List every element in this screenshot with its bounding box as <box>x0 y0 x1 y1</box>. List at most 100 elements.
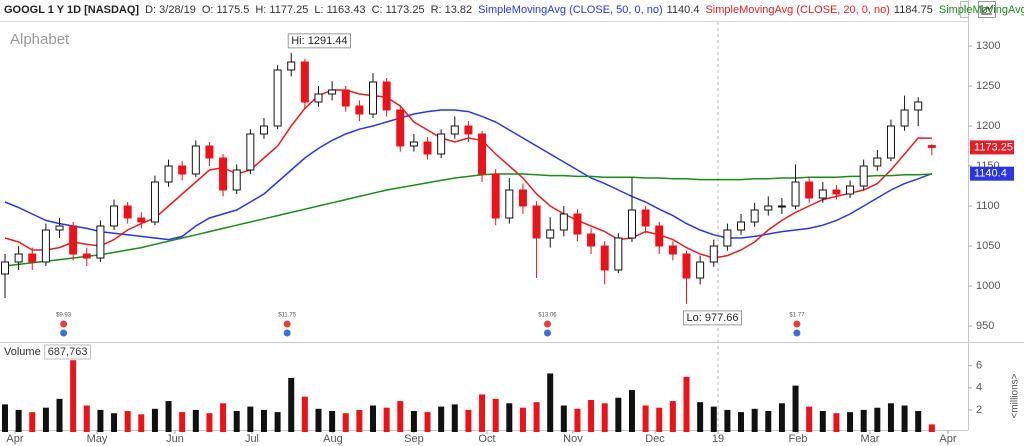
volume-bar <box>42 407 49 432</box>
candle-body <box>110 205 119 227</box>
y-tick-label: 1250 <box>976 80 1000 92</box>
candle-body <box>478 133 487 175</box>
header-text: SimpleMovingAvg (CLOSE, 50, 0, no) <box>478 4 662 16</box>
volume-bar <box>274 412 281 432</box>
volume-bar <box>615 397 622 432</box>
volume-bar <box>370 405 377 432</box>
event-dividend <box>60 320 68 328</box>
candle-body <box>627 209 636 239</box>
volume-bar <box>806 406 813 432</box>
candle-body <box>423 141 432 155</box>
event-earnings <box>283 329 291 337</box>
candle-body <box>614 237 623 271</box>
moving-average <box>4 173 932 267</box>
event-label: $13.06 <box>538 313 557 319</box>
candle-body <box>832 189 841 195</box>
volume-bar <box>574 408 581 432</box>
volume-bar <box>901 405 908 432</box>
y-tick-label: 1200 <box>976 120 1000 132</box>
header-text: C: 1173.25 <box>372 4 425 16</box>
volume-bar <box>233 411 240 432</box>
event-dividend <box>283 320 291 328</box>
volume-value-box <box>44 344 91 360</box>
candle-body <box>96 225 105 259</box>
volume-bar <box>560 405 567 432</box>
volume-bar <box>342 413 349 432</box>
watermark: Alphabet <box>10 31 70 48</box>
icon-glyph <box>981 4 994 15</box>
callout: Lo: 977.66 <box>683 310 742 326</box>
volume-bar <box>628 390 635 432</box>
candle-body <box>369 81 378 115</box>
volume-bar <box>83 405 90 432</box>
volume-bar <box>506 403 513 432</box>
x-tick-label: Jun <box>166 433 184 445</box>
moving-average <box>4 109 933 241</box>
header-text: GOOGL 1 Y 1D [NASDAQ] <box>4 4 139 16</box>
volume-bar <box>465 409 472 432</box>
x-tick-label: Oct <box>478 433 495 445</box>
volume-bar <box>288 377 295 432</box>
candle-body <box>69 225 78 255</box>
volume-title: Volume <box>4 346 41 358</box>
candle-body <box>300 61 309 103</box>
volume-bar <box>424 412 431 432</box>
volume-bar <box>792 385 799 432</box>
event-dividend <box>543 320 551 328</box>
candle-body <box>518 189 527 207</box>
candle-body <box>573 213 582 235</box>
volume-bar <box>138 414 145 432</box>
candle-body <box>396 109 405 147</box>
volume-bar <box>601 403 608 432</box>
candle-body <box>41 229 50 263</box>
candle-body <box>805 181 814 199</box>
candle-body <box>232 169 241 191</box>
volume-bar <box>519 407 526 432</box>
candle-body <box>737 221 746 231</box>
x-tick-label: Dec <box>645 433 665 445</box>
volume-bar <box>724 409 731 432</box>
candle-body <box>246 133 255 171</box>
volume-bar <box>111 413 118 432</box>
volume-bar <box>887 403 894 432</box>
volume-bar <box>56 398 63 432</box>
volume-tick-label: 4 <box>976 382 982 394</box>
candle-body <box>382 81 391 111</box>
volume-bar <box>70 360 77 432</box>
candle-body <box>900 109 909 127</box>
volume-bar <box>124 411 131 432</box>
x-tick-label: Nov <box>563 433 583 445</box>
volume-bar <box>710 406 717 432</box>
candle-body <box>559 213 568 231</box>
candle-body <box>450 125 459 135</box>
x-tick-label: Sep <box>404 433 424 445</box>
volume-bar <box>2 404 8 432</box>
volume-bar <box>765 411 772 432</box>
event-label: $1.77 <box>789 313 805 319</box>
candle-body <box>777 205 786 208</box>
volume-bar <box>165 401 172 432</box>
volume-bar <box>356 409 363 432</box>
candle-body <box>750 209 759 223</box>
candle-body <box>314 93 323 103</box>
candle-body <box>873 157 882 167</box>
volume-bar <box>928 424 935 432</box>
header-text: SimpleMovingAvg (CLOSE, 20, 0, no) <box>705 4 889 16</box>
candle-body <box>464 125 473 135</box>
x-tick-label: Mar <box>860 433 879 445</box>
scroll-button[interactable] <box>960 1 969 18</box>
volume-bar <box>410 411 417 432</box>
callout: Hi: 1291.44 <box>287 33 351 49</box>
candle-body <box>532 205 541 239</box>
candle-body <box>287 61 296 71</box>
candle-body <box>764 205 773 211</box>
candle-body <box>328 89 337 95</box>
candle-body <box>123 205 132 219</box>
volume-bar <box>915 411 922 432</box>
y-tick-label: 1300 <box>976 40 1000 52</box>
candle-body <box>505 189 514 219</box>
toolbar-icon[interactable] <box>978 1 996 18</box>
